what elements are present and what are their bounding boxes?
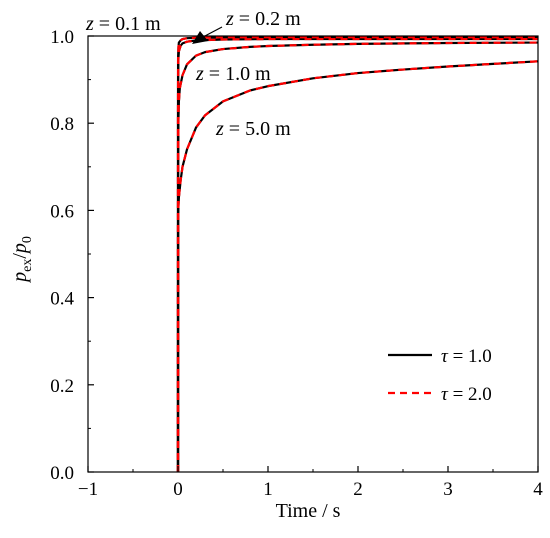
curve-tau-2-z-0-1 — [176, 36, 538, 472]
y-tick-label: 0.8 — [50, 114, 74, 135]
annotation-z-0-2: z = 0.2 m — [225, 8, 301, 30]
y-tick-label: 0.6 — [50, 201, 74, 222]
y-title-sub1: ex — [20, 259, 35, 272]
y-axis-title: pex/p0 — [9, 236, 35, 284]
y-title-slash: / — [9, 253, 31, 259]
annotation-arrow — [192, 26, 223, 44]
curve-tau-2-z-0-2 — [176, 37, 538, 472]
curve-tau-2-z-1-0 — [176, 41, 538, 472]
x-tick-label: −1 — [78, 479, 98, 500]
x-tick-label: 4 — [533, 479, 543, 500]
x-axis: −1 0 1 2 3 4 — [78, 466, 543, 500]
legend-label-tau-1: τ = 1.0 — [441, 346, 492, 367]
legend: τ = 1.0 τ = 2.0 — [388, 346, 492, 405]
y-tick-label: 1.0 — [50, 27, 74, 48]
x-tick-label: 3 — [443, 479, 453, 500]
plot-frame — [87, 35, 539, 473]
curve-tau-2-z-5-0 — [176, 60, 538, 472]
y-title-sub2: 0 — [20, 236, 35, 243]
x-axis-title: Time / s — [276, 500, 341, 522]
y-tick-label: 0.4 — [50, 289, 74, 310]
x-tick-label: 0 — [173, 479, 183, 500]
legend-label-tau-2: τ = 2.0 — [441, 384, 492, 405]
curve-tau-1-z-0-2 — [176, 37, 538, 472]
x-tick-label: 1 — [263, 479, 273, 500]
y-axis: 0.0 0.2 0.4 0.6 0.8 1.0 — [50, 27, 94, 484]
y-title-var2: p — [9, 243, 31, 255]
annotation-z-5-0: z = 5.0 m — [215, 118, 291, 140]
x-tick-label: 2 — [353, 479, 363, 500]
y-tick-label: 0.0 — [50, 463, 74, 484]
y-tick-label: 0.2 — [50, 376, 74, 397]
curves-layer — [176, 36, 538, 472]
curve-tau-1-z-1-0 — [176, 41, 538, 472]
y-title-var: p — [9, 272, 31, 284]
curve-tau-1-z-0-1 — [176, 36, 538, 472]
annotation-z-1-0: z = 1.0 m — [195, 63, 271, 85]
annotation-z-0-1: z = 0.1 m — [85, 13, 161, 35]
